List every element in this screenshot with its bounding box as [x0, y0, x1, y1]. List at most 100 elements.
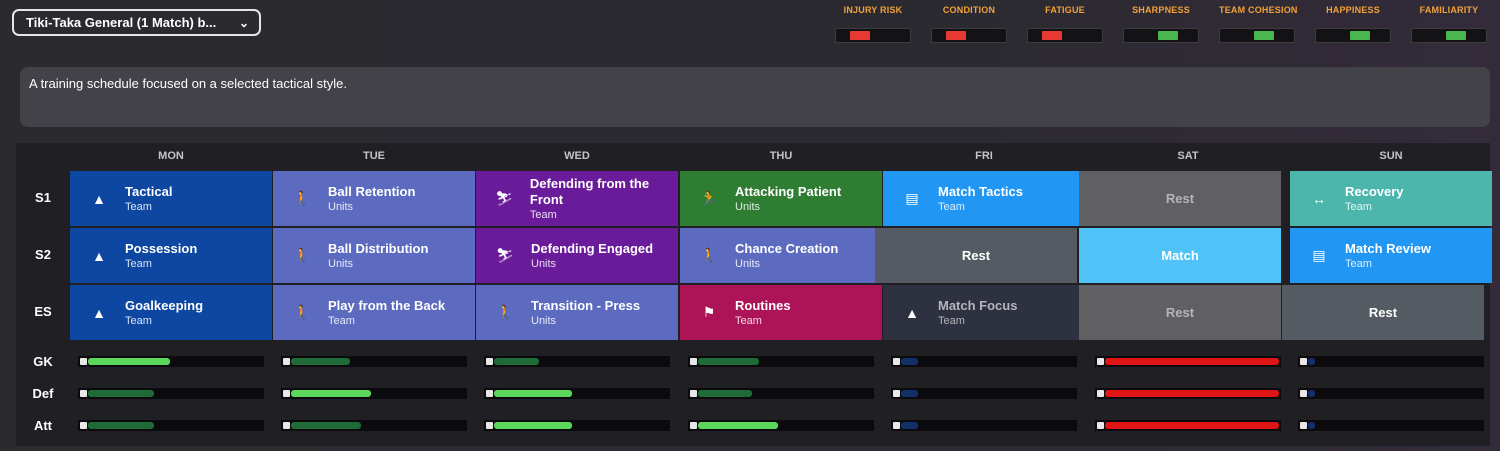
schedule-description: A training schedule focused on a selecte…: [20, 67, 1490, 127]
session-type: Units: [328, 257, 354, 270]
session-text: Ball Distribution Units: [328, 241, 428, 271]
session-name: Play from the Back: [328, 297, 446, 313]
session-cell[interactable]: ⛷ Defending Engaged Units: [476, 228, 678, 283]
session-type: Team: [328, 314, 355, 327]
meter-fill: [1042, 31, 1062, 40]
meter-label: FAMILIARITY: [1419, 5, 1479, 15]
meter-injury-risk: INJURY RISK: [835, 5, 911, 43]
load-bar: [78, 420, 264, 431]
load-marker-icon: [1300, 422, 1307, 429]
session-text: Defending from the Front Team: [530, 176, 678, 222]
load-bar: [281, 356, 467, 367]
session-cell[interactable]: ▤ Match Tactics Team: [883, 171, 1085, 226]
session-text: Match Focus Team: [938, 298, 1017, 328]
load-bar: [1298, 356, 1484, 367]
session-type: Team: [1345, 257, 1372, 270]
session-text: Chance Creation Units: [735, 241, 838, 271]
session-text: Ball Retention Units: [328, 184, 415, 214]
meter-fill: [850, 31, 870, 40]
meter-bar: [931, 28, 1007, 43]
load-bar: [1095, 420, 1281, 431]
load-marker-icon: [283, 422, 290, 429]
session-cell[interactable]: Rest: [1079, 285, 1281, 340]
load-marker-icon: [80, 390, 87, 397]
load-marker-icon: [1097, 422, 1104, 429]
session-cell[interactable]: ▲ Possession Team: [70, 228, 272, 283]
session-cell[interactable]: 🚶 Chance Creation Units: [680, 228, 882, 283]
session-cell[interactable]: ▲ Match Focus Team: [883, 285, 1085, 340]
session-cell[interactable]: ▲ Tactical Team: [70, 171, 272, 226]
running-icon: 🏃: [700, 190, 718, 206]
load-marker-icon: [1097, 358, 1104, 365]
session-cell[interactable]: ▲ Goalkeeping Team: [70, 285, 272, 340]
tactics-board-icon: ▤: [905, 190, 919, 206]
session-text: Rest: [962, 248, 990, 264]
meter-label: CONDITION: [942, 5, 996, 15]
load-fill: [1308, 422, 1315, 429]
load-bar: [1095, 388, 1281, 399]
meter-bar: [1219, 28, 1295, 43]
session-name: Routines: [735, 297, 791, 313]
load-marker-icon: [486, 358, 493, 365]
session-text: Goalkeeping Team: [125, 298, 203, 328]
session-cell[interactable]: Rest: [1079, 171, 1281, 226]
load-marker-icon: [893, 358, 900, 365]
meter-label: FATIGUE: [1045, 5, 1085, 15]
tackle-icon: ⛷: [495, 190, 514, 206]
session-text: Match Tactics Team: [938, 184, 1023, 214]
session-type: Units: [735, 200, 761, 213]
session-text: Play from the Back Team: [328, 298, 445, 328]
session-cell[interactable]: Match: [1079, 228, 1281, 283]
meter-familiarity: FAMILIARITY: [1411, 5, 1487, 43]
meter-team-cohesion: TEAM COHESION: [1219, 5, 1297, 43]
session-type: Team: [125, 314, 152, 327]
schedule-dropdown[interactable]: Tiki-Taka General (1 Match) b... ⌄: [12, 9, 261, 36]
session-text: Match Review Team: [1345, 241, 1431, 271]
session-cell[interactable]: ⚑ Routines Team: [680, 285, 882, 340]
day-header-thu: THU: [769, 150, 793, 162]
day-header-tue: TUE: [363, 150, 385, 162]
session-type: Team: [125, 257, 152, 270]
load-bar: [484, 356, 670, 367]
load-fill: [494, 422, 572, 429]
day-header-sun: SUN: [1379, 150, 1403, 162]
session-name: Rest: [1368, 304, 1398, 320]
load-fill: [88, 358, 170, 365]
meter-bar: [1411, 28, 1487, 43]
session-cell[interactable]: Rest: [875, 228, 1077, 283]
session-name: Ball Retention: [328, 183, 416, 199]
session-name: Match: [1161, 247, 1199, 263]
session-type: Team: [1345, 200, 1372, 213]
load-fill: [698, 422, 778, 429]
load-bar: [891, 420, 1077, 431]
session-cell[interactable]: ↔ Recovery Team: [1290, 171, 1492, 226]
day-header-wed: WED: [564, 150, 590, 162]
session-row-label: S1: [35, 190, 51, 205]
session-cell[interactable]: ▤ Match Review Team: [1290, 228, 1492, 283]
player-ball-icon: 🚶: [700, 247, 718, 263]
session-cell[interactable]: 🚶 Ball Retention Units: [273, 171, 475, 226]
session-type: Team: [938, 200, 965, 213]
load-fill: [291, 358, 350, 365]
session-cell[interactable]: 🏃 Attacking Patient Units: [680, 171, 882, 226]
load-bar: [688, 356, 874, 367]
day-header-mon: MON: [158, 150, 184, 162]
session-text: Routines Team: [735, 298, 791, 328]
dumbbell-icon: ↔: [1312, 190, 1326, 207]
session-cell[interactable]: Rest: [1282, 285, 1484, 340]
session-row-label: ES: [34, 304, 52, 319]
load-bar: [78, 356, 264, 367]
meter-condition: CONDITION: [931, 5, 1007, 43]
session-type: Team: [735, 314, 762, 327]
session-cell[interactable]: 🚶 Ball Distribution Units: [273, 228, 475, 283]
session-cell[interactable]: ⛷ Defending from the Front Team: [476, 171, 678, 226]
load-bar: [1298, 388, 1484, 399]
session-text: Rest: [1166, 305, 1194, 321]
meter-bar: [1027, 28, 1103, 43]
session-cell[interactable]: 🚶 Play from the Back Team: [273, 285, 475, 340]
load-bar: [78, 388, 264, 399]
session-type: Team: [529, 208, 557, 221]
session-cell[interactable]: 🚶 Transition - Press Units: [476, 285, 678, 340]
session-text: Tactical Team: [125, 184, 172, 214]
session-name: Ball Distribution: [328, 240, 429, 256]
